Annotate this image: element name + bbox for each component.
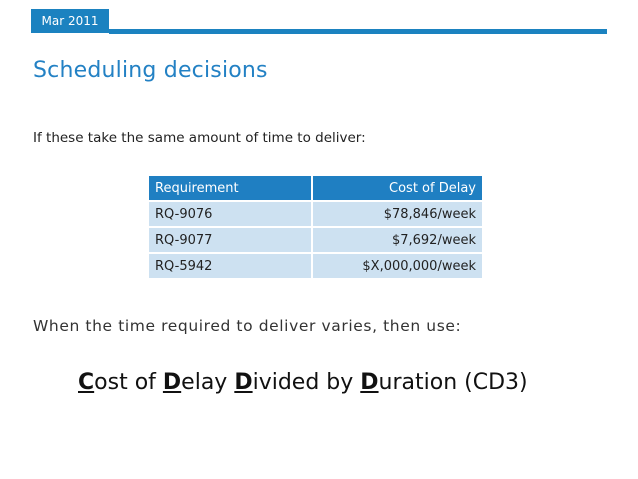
cd3-word-rest: elay <box>181 370 228 395</box>
cd3-lead-letter: D <box>360 370 379 395</box>
cd3-word-rest: uration (CD3) <box>378 370 528 395</box>
intro-text: If these take the same amount of time to… <box>33 130 366 146</box>
table-row: RQ-9077 $7,692/week <box>149 227 482 254</box>
header-requirement: Requirement <box>149 176 313 202</box>
cd3-lead-letter: D <box>162 370 182 395</box>
cd3-lead-letter: C <box>78 370 95 395</box>
requirement-cell: RQ-9076 <box>149 201 313 228</box>
vary-text: When the time required to deliver varies… <box>33 317 462 335</box>
cd3-lead-letter: D <box>234 370 253 395</box>
cost-cell: $X,000,000/week <box>312 253 482 280</box>
table-row: RQ-5942 $X,000,000/week <box>149 253 482 280</box>
cost-of-delay-table: Requirement Cost of Delay RQ-9076 $78,84… <box>149 176 482 280</box>
cost-cell: $7,692/week <box>312 227 482 254</box>
cd3-word-rest: ivided by <box>252 370 354 395</box>
cd3-word-rest: ost of <box>94 370 156 395</box>
requirement-cell: RQ-9077 <box>149 227 313 254</box>
header-rule <box>109 29 607 34</box>
table-header-row: Requirement Cost of Delay <box>149 176 482 202</box>
header-cost-of-delay: Cost of Delay <box>312 176 482 202</box>
cd3-heading: Cost of Delay Divided by Duration (CD3) <box>78 370 528 395</box>
slide-title: Scheduling decisions <box>33 58 268 83</box>
table-row: RQ-9076 $78,846/week <box>149 201 482 228</box>
requirement-cell: RQ-5942 <box>149 253 313 280</box>
slide-header: Mar 2011 <box>0 0 638 38</box>
date-tab: Mar 2011 <box>31 9 109 33</box>
cost-cell: $78,846/week <box>312 201 482 228</box>
